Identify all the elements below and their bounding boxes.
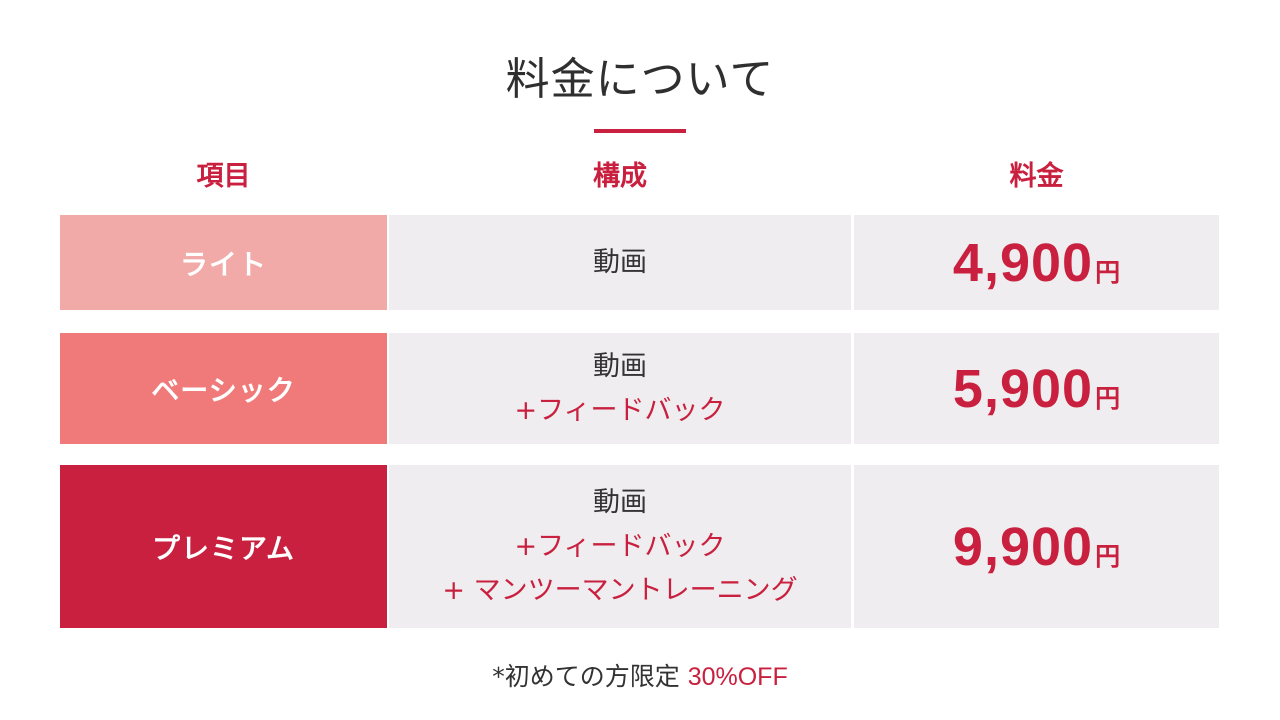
plan-name: ライト: [179, 247, 267, 281]
composition-addon: +フィードバック: [514, 530, 726, 562]
composition-item: 動画: [593, 350, 647, 382]
plan-row-light: ライト 動画 4,900 円: [60, 215, 1220, 310]
plan-name-cell: プレミアム: [60, 465, 387, 628]
plan-composition-cell: 動画 +フィードバック + マンツーマントレーニング: [389, 465, 851, 628]
note-text: *初めての方限定: [492, 662, 688, 691]
plan-name-cell: ライト: [60, 215, 387, 310]
column-header-composition: 構成: [593, 161, 647, 192]
price-unit: 円: [1095, 383, 1121, 413]
discount-note: *初めての方限定 30%OFF: [0, 660, 1280, 694]
plan-price-cell: 5,900 円: [854, 333, 1219, 444]
plan-price: 5,900 円: [953, 358, 1120, 420]
plan-name: ベーシック: [151, 373, 296, 407]
page-title: 料金について: [505, 54, 775, 105]
plan-price: 9,900 円: [953, 516, 1120, 578]
composition-addon: +フィードバック: [514, 394, 726, 426]
price-amount: 5,900: [952, 358, 1094, 419]
plan-price-cell: 9,900 円: [854, 465, 1219, 628]
plan-price-cell: 4,900 円: [854, 215, 1219, 310]
plan-price: 4,900 円: [953, 232, 1120, 294]
plan-name-cell: ベーシック: [60, 333, 387, 444]
column-header-item: 項目: [196, 161, 251, 192]
title-underline: [594, 129, 686, 133]
discount-badge: 30%OFF: [687, 663, 788, 691]
composition-addon: + マンツーマントレーニング: [442, 574, 798, 606]
column-header-price: 料金: [1009, 161, 1064, 192]
plan-composition-cell: 動画: [389, 215, 851, 310]
price-amount: 9,900: [952, 516, 1094, 577]
price-amount: 4,900: [952, 232, 1094, 293]
plan-composition-cell: 動画 +フィードバック: [389, 333, 851, 444]
plan-row-premium: プレミアム 動画 +フィードバック + マンツーマントレーニング 9,900 円: [60, 465, 1220, 628]
plan-row-basic: ベーシック 動画 +フィードバック 5,900 円: [60, 333, 1220, 444]
composition-item: 動画: [593, 246, 647, 278]
price-unit: 円: [1095, 541, 1121, 571]
plan-name: プレミアム: [151, 531, 296, 565]
price-unit: 円: [1095, 257, 1121, 287]
composition-item: 動画: [593, 486, 647, 518]
